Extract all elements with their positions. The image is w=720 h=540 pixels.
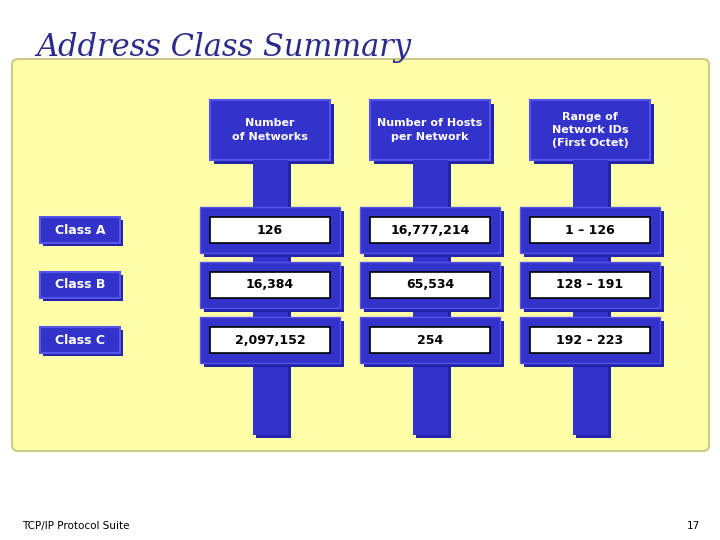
Text: Address Class Summary: Address Class Summary <box>36 32 411 63</box>
Text: 16,777,214: 16,777,214 <box>390 224 469 237</box>
Bar <box>204 266 344 312</box>
Bar <box>256 163 291 438</box>
Bar <box>364 266 504 312</box>
Bar <box>524 266 664 312</box>
Bar <box>210 217 330 243</box>
Bar <box>210 100 330 160</box>
Bar <box>214 104 334 164</box>
Bar <box>40 272 120 298</box>
Bar <box>210 327 330 353</box>
Bar <box>253 160 288 435</box>
Bar <box>360 262 500 308</box>
Text: Number of Hosts
per Network: Number of Hosts per Network <box>377 118 482 141</box>
Text: Class B: Class B <box>55 279 105 292</box>
Bar <box>576 163 611 438</box>
Bar <box>524 211 664 257</box>
Text: 2,097,152: 2,097,152 <box>235 334 305 347</box>
Bar <box>573 160 608 435</box>
Bar <box>370 272 490 298</box>
Bar <box>360 317 500 363</box>
Text: 128 – 191: 128 – 191 <box>557 279 624 292</box>
Text: Class A: Class A <box>55 224 105 237</box>
Text: 16,384: 16,384 <box>246 279 294 292</box>
Bar <box>210 272 330 298</box>
Text: 254: 254 <box>417 334 443 347</box>
Text: 1 – 126: 1 – 126 <box>565 224 615 237</box>
Bar <box>370 327 490 353</box>
Text: 65,534: 65,534 <box>406 279 454 292</box>
Text: Number
of Networks: Number of Networks <box>232 118 308 141</box>
Bar <box>40 217 120 243</box>
Bar <box>43 220 123 246</box>
Bar <box>530 327 650 353</box>
Bar <box>370 217 490 243</box>
FancyBboxPatch shape <box>12 59 709 451</box>
Bar <box>360 207 500 253</box>
Text: 126: 126 <box>257 224 283 237</box>
Bar <box>40 327 120 353</box>
Bar <box>204 321 344 367</box>
Bar <box>364 211 504 257</box>
Bar <box>204 211 344 257</box>
Bar <box>530 100 650 160</box>
Text: TCP/IP Protocol Suite: TCP/IP Protocol Suite <box>22 521 130 531</box>
Bar <box>520 317 660 363</box>
Bar <box>520 262 660 308</box>
Text: Range of
Network IDs
(First Octet): Range of Network IDs (First Octet) <box>552 112 629 148</box>
Text: 192 – 223: 192 – 223 <box>557 334 624 347</box>
Text: 17: 17 <box>687 521 700 531</box>
Bar <box>364 321 504 367</box>
Bar <box>200 317 340 363</box>
Text: Class C: Class C <box>55 334 105 347</box>
Bar <box>374 104 494 164</box>
Bar <box>534 104 654 164</box>
Bar <box>370 100 490 160</box>
Bar <box>43 275 123 301</box>
Bar <box>413 160 448 435</box>
Bar <box>530 272 650 298</box>
Bar <box>200 262 340 308</box>
Bar <box>530 217 650 243</box>
Bar <box>524 321 664 367</box>
Bar <box>200 207 340 253</box>
Bar <box>43 330 123 356</box>
Bar <box>520 207 660 253</box>
Bar <box>416 163 451 438</box>
